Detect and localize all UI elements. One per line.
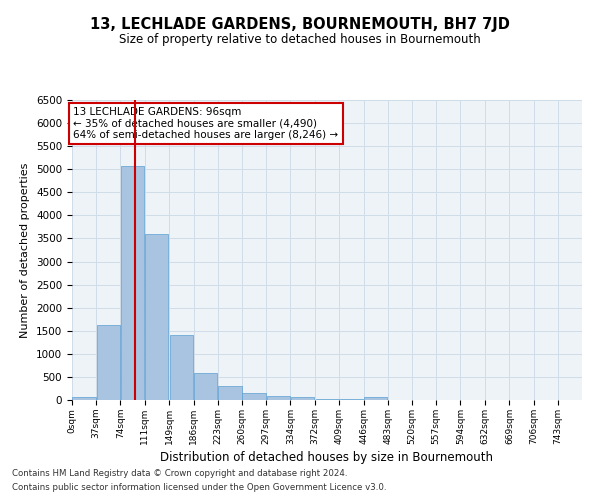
Bar [73, 396, 96, 400]
Bar [316, 398, 339, 400]
Bar [218, 386, 242, 400]
Text: 13 LECHLADE GARDENS: 96sqm
← 35% of detached houses are smaller (4,490)
64% of s: 13 LECHLADE GARDENS: 96sqm ← 35% of deta… [73, 107, 338, 140]
Text: Contains HM Land Registry data © Crown copyright and database right 2024.: Contains HM Land Registry data © Crown c… [12, 468, 347, 477]
Bar [170, 335, 193, 400]
Bar [266, 396, 290, 400]
Y-axis label: Number of detached properties: Number of detached properties [20, 162, 31, 338]
Bar [121, 166, 144, 400]
Bar [145, 234, 169, 400]
X-axis label: Distribution of detached houses by size in Bournemouth: Distribution of detached houses by size … [161, 451, 493, 464]
Text: Size of property relative to detached houses in Bournemouth: Size of property relative to detached ho… [119, 32, 481, 46]
Text: Contains public sector information licensed under the Open Government Licence v3: Contains public sector information licen… [12, 484, 386, 492]
Bar [364, 397, 388, 400]
Bar [291, 398, 314, 400]
Bar [97, 325, 120, 400]
Bar [242, 393, 266, 400]
Bar [194, 373, 217, 400]
Text: 13, LECHLADE GARDENS, BOURNEMOUTH, BH7 7JD: 13, LECHLADE GARDENS, BOURNEMOUTH, BH7 7… [90, 18, 510, 32]
